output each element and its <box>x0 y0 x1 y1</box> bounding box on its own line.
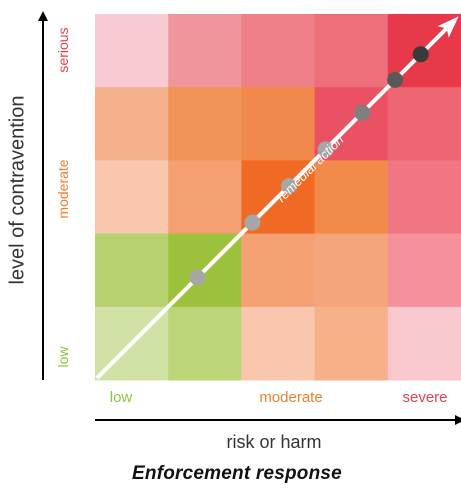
matrix-cell <box>168 306 242 381</box>
severity-marker <box>280 178 297 195</box>
matrix-cell <box>314 306 389 381</box>
severity-markers <box>189 46 429 286</box>
x-tick-moderate: moderate <box>259 389 323 406</box>
matrix-cell <box>314 160 389 235</box>
matrix-cell <box>241 306 316 381</box>
y-tick-low: low <box>55 346 71 368</box>
severity-marker <box>317 141 334 158</box>
matrix-cell <box>387 306 461 381</box>
matrix-cell <box>387 87 461 161</box>
matrix-cell <box>241 87 316 161</box>
figure-title: Enforcement response <box>132 463 342 484</box>
y-axis-title: level of contravention <box>6 95 29 285</box>
matrix-cell <box>314 14 389 88</box>
matrix-cell <box>168 87 242 161</box>
matrix-cell <box>241 14 316 88</box>
matrix-cell <box>95 160 169 235</box>
y-tick-moderate: moderate <box>55 159 71 219</box>
severity-marker <box>354 104 371 121</box>
matrix-cell <box>387 160 461 235</box>
matrix-cell <box>95 14 169 88</box>
x-tick-severe: severe <box>402 389 448 406</box>
severity-marker <box>189 269 206 286</box>
matrix-cell <box>314 233 389 308</box>
risk-matrix-cells <box>95 14 461 381</box>
severity-marker <box>412 46 429 63</box>
x-axis-title: risk or harm <box>226 432 322 452</box>
matrix-cell <box>241 233 316 308</box>
x-tick-low: low <box>109 389 133 406</box>
matrix-cell <box>95 233 169 308</box>
matrix-cell <box>387 233 461 308</box>
severity-marker <box>244 214 261 231</box>
matrix-cell <box>95 87 169 161</box>
matrix-cell <box>168 14 242 88</box>
severity-marker <box>387 71 404 88</box>
matrix-cell <box>168 160 242 235</box>
y-tick-serious: serious <box>55 27 71 73</box>
